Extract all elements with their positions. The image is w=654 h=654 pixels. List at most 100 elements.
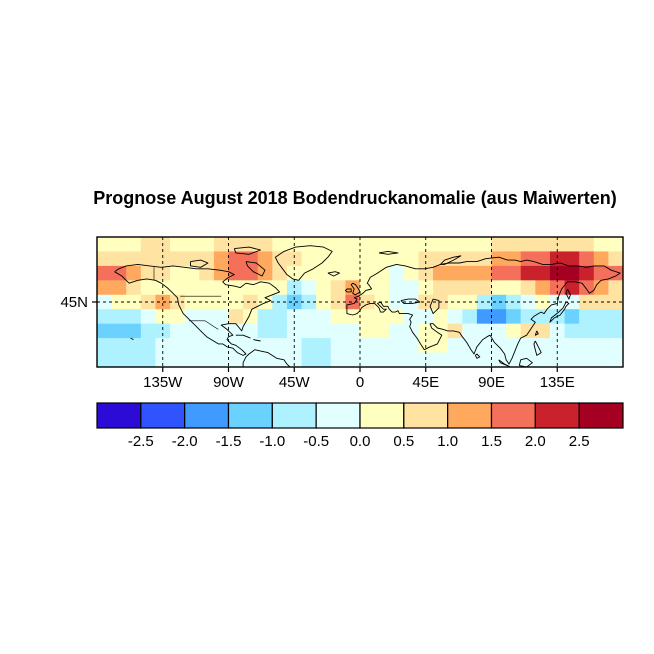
grid-cell [579,280,595,296]
grid-cell [433,265,449,281]
grid-cell [579,294,595,310]
grid-cell [520,323,536,339]
grid-cell [140,251,157,267]
grid-cell [199,338,215,354]
colorbar-tick-label: -2.0 [172,433,198,450]
grid-cell [433,237,449,253]
grid-cell [389,323,405,339]
grid-cell [433,309,449,325]
grid-cell [213,294,230,310]
grid-cell [389,352,405,367]
grid-cell [389,265,405,281]
grid-cell [579,251,595,267]
grid-cell [170,265,186,281]
grid-cell [111,309,127,325]
coastlines-layer [114,245,621,367]
colorbar-tick-label: -0.5 [303,433,329,450]
colorbar-tick-label: 1.5 [481,433,502,450]
coastline [242,349,291,367]
grid-cell [228,309,244,325]
grid-cell [316,251,332,267]
grid-cell [213,323,230,339]
grid-cell [593,338,609,354]
coastline [190,259,209,268]
grid-cell [111,280,127,296]
grid-cell [520,251,536,267]
grid-cell [97,237,113,253]
grid-cell [286,251,303,267]
grid-cell [126,251,142,267]
colorbar-cell [184,402,230,429]
coastline [245,261,266,277]
grid-cell [564,251,580,267]
grid-cell [126,309,142,325]
grid-cell [111,323,127,339]
grid-cell [243,237,259,253]
grid-cell [184,237,200,253]
grid-cell [520,265,536,281]
grid-cell [228,251,244,267]
grid-cell [506,251,522,267]
grid-cell [272,237,288,253]
grid-cell [374,323,390,339]
grid-cell [243,280,259,296]
grid-cell [155,323,171,339]
grid-cell [199,265,215,281]
grid-cell [535,251,551,267]
colorbar-cell [315,402,361,429]
grid-cell [184,294,200,310]
coastline [344,288,352,293]
grid-cell [579,309,595,325]
grid-cell [608,280,623,296]
grid-cell [140,352,157,367]
grid-cell [579,352,595,367]
grid-cell [564,265,580,281]
grid-cell [403,338,420,354]
colorbar-cell [271,402,317,429]
grid-cell [608,352,623,367]
grid-cell [360,251,376,267]
colorbar-tick-label: 2.5 [569,433,590,450]
colorbar-cell [359,402,405,429]
plot-title: Prognose August 2018 Bodendruckanomalie … [93,188,617,208]
grid-cell [433,352,449,367]
grid-cell [374,309,390,325]
grid-cell [111,237,127,253]
grid-cell [330,309,346,325]
coastline [274,245,333,281]
grid-cell [476,294,493,310]
grid-cell [330,237,346,253]
grid-cell [111,251,127,267]
graticule [97,237,623,367]
coastline [346,256,621,365]
grid-cell [272,265,288,281]
grid-cell [462,280,478,296]
grid-cell [140,309,157,325]
grid-cell [389,237,405,253]
grid-cell [257,338,273,354]
country-border [189,320,219,330]
grid-cell [389,309,405,325]
coastline [549,301,570,323]
colorbar-tick-label: -2.5 [128,433,154,450]
grid-cell [593,280,609,296]
grid-cell [579,265,595,281]
grid-cell [491,280,507,296]
grid-cell [506,323,522,339]
grid-cell [170,323,186,339]
grid-cell [140,237,157,253]
grid-cell [491,237,507,253]
grid-cell [286,323,303,339]
grid-cell [184,352,200,367]
grid-cell [418,251,434,267]
grid-cell [360,338,376,354]
grid-cell [257,237,273,253]
grid-cell [520,338,536,354]
grid-cell [126,352,142,367]
grid-cell [360,265,376,281]
coastline [565,288,571,300]
grid-cell [433,251,449,267]
grid-cell [447,237,463,253]
